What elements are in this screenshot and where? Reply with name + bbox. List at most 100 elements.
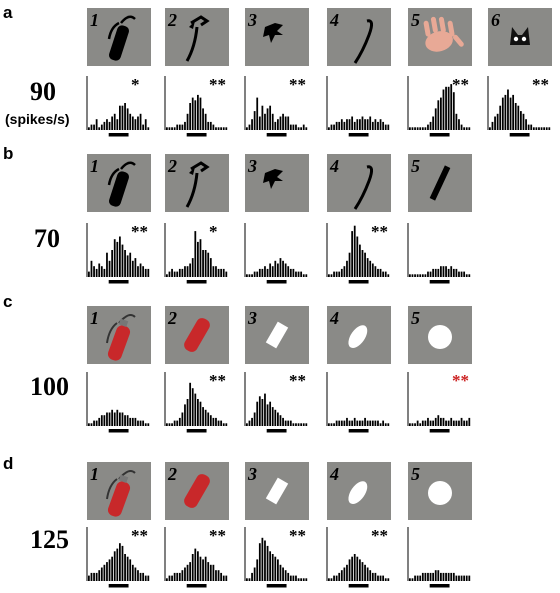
significance-marker: ** [452,371,469,390]
histogram-bar [144,119,147,130]
histogram-bar [248,274,251,277]
histogram-bar [217,268,220,277]
histogram-bar [442,266,445,277]
histogram-bar [295,575,297,581]
histogram-bar [248,578,251,581]
panel-letter-a: a [3,3,13,22]
histogram-bar [124,554,126,581]
histogram-bar [126,108,129,130]
histogram-bar [338,420,341,426]
histogram-bar [447,572,450,581]
histogram-bar [465,274,468,277]
histogram-bar [434,570,437,581]
panel-letter-d: d [3,454,13,473]
histogram-bar [382,121,385,130]
stimulus-period-bar [266,280,287,284]
stimulus-period-bar [509,133,530,137]
histogram-bar [258,396,261,426]
red-cylinder-icon [184,474,210,508]
histogram-bar [305,423,308,426]
stimulus-number: 2 [167,156,177,176]
histogram-bar [538,127,540,130]
histogram-bar [292,268,295,277]
histogram-bar [256,271,259,277]
histogram-bar [258,268,261,277]
histogram-bar [445,420,447,426]
scale-label-d: 125 [30,525,69,554]
histogram-bar [108,412,111,426]
stimulus-period-bar [108,429,129,433]
histogram-bar [264,393,266,426]
histogram-bar [364,564,366,581]
histogram-bar [384,578,387,581]
histogram-bar [209,415,212,426]
histogram-bar [166,274,168,277]
stimulus-c-4: 4 [326,306,391,433]
histogram-bar [282,417,284,426]
histogram-bar [90,260,93,277]
histogram-bar [330,423,333,426]
histogram-bar [139,113,142,130]
histogram-bar [251,119,253,130]
histogram-bar [382,271,385,277]
histogram-bar [184,121,186,130]
histogram-bar [384,124,387,130]
histogram-bar [103,415,106,426]
histogram-bar [379,575,382,581]
histogram-bar [369,116,372,130]
histogram-bar [98,127,101,130]
histogram-bar [302,423,305,426]
histogram-bar [168,575,171,581]
histogram-bar [414,127,416,130]
histogram-bar [465,575,468,581]
histogram-bar [147,423,150,426]
histogram-bar [440,572,442,581]
histogram-bar [530,124,533,130]
stimulus-c-1: 1 [86,306,151,433]
scale-label-b: 70 [34,224,60,253]
histogram-bar [171,575,173,581]
histogram-bar [419,575,422,581]
histogram-bar [346,564,348,581]
histogram-bar [499,105,502,130]
histogram-bar [432,268,435,277]
histogram-bar [144,575,147,581]
histogram-bar [437,415,440,426]
histogram-bar [116,241,119,277]
stimulus-period-bar [186,584,207,588]
stimulus-period-bar [429,280,450,284]
histogram-bar [330,124,333,130]
histogram-bar [535,127,538,130]
histogram-bar [111,409,114,426]
histogram-bar [124,250,126,277]
histogram-bar [277,119,279,130]
histogram-bar [131,260,134,277]
histogram-bar [409,578,411,581]
histogram-bar [374,572,377,581]
histogram-bar [382,420,385,426]
histogram-bar [427,417,429,426]
histogram-bar [116,119,119,130]
histogram-bar [121,545,124,581]
white-circle-icon [428,481,452,505]
histogram-bar [335,271,338,277]
histogram-bar [269,263,272,277]
histogram-bar [330,578,333,581]
panels-layer: 1*2**3**4 5**6**1**2*3 4**51 2**3**4 5**1**2… [86,8,552,588]
histogram-bar [197,551,199,581]
histogram-bar [463,420,466,426]
rod-icon [429,165,451,201]
histogram-bar [256,97,259,130]
histogram-bar [409,127,411,130]
histogram-bar [452,268,455,277]
histogram-bar [121,412,124,426]
histogram-bar [452,572,455,581]
histogram-bar [463,575,466,581]
histogram-bar [353,225,356,277]
histogram-bar [217,420,220,426]
histogram-bar [468,575,471,581]
histogram-bar [279,258,282,277]
stimulus-c-3: 3 ** [244,306,309,433]
histogram-bar [126,556,129,581]
histogram-bar [374,266,377,277]
